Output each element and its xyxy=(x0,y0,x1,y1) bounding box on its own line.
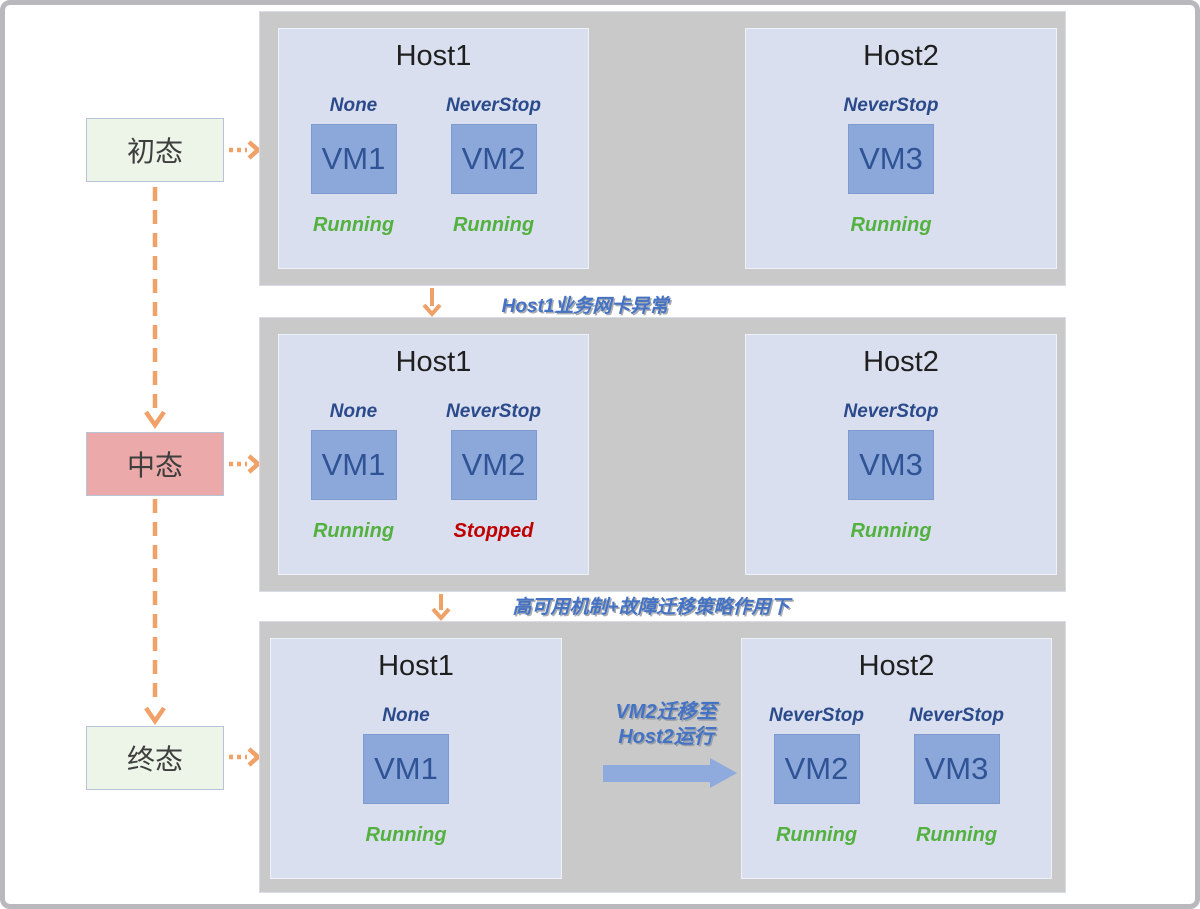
vm-name: VM2 xyxy=(461,447,526,482)
vm-name: VM2 xyxy=(461,141,526,176)
vm-column-vm2: NeverStop VM2 Running xyxy=(424,94,564,238)
vm-column-vm2: NeverStop VM2 Stopped xyxy=(424,400,564,544)
stage-panel-initial: Host1 None VM1 Running NeverStop VM2 Run… xyxy=(259,11,1066,286)
vm-box-vm2: VM2 xyxy=(773,734,860,804)
vm-policy-label: NeverStop xyxy=(843,95,939,116)
vm-name: VM1 xyxy=(321,447,386,482)
vm-row: NeverStop VM3 Running xyxy=(821,400,981,544)
arrowhead-right-icon xyxy=(247,747,262,767)
vm-column-vm2: NeverStop VM2 Running xyxy=(747,704,887,848)
vm-name: VM1 xyxy=(374,751,438,786)
vm-column-vm1: None VM1 Running xyxy=(336,704,476,848)
state-label-initial: 初态 xyxy=(126,136,183,167)
arrowhead-down-icon xyxy=(431,607,451,622)
vm-policy-label: NeverStop xyxy=(843,401,939,422)
arrowhead-right-icon xyxy=(247,140,262,160)
arrowhead-down-icon xyxy=(144,706,166,725)
vm-name: VM2 xyxy=(784,751,849,786)
vm-row: None VM1 Running xyxy=(336,704,496,848)
vm-name: VM1 xyxy=(321,141,386,176)
migration-arrow-head-icon xyxy=(710,758,737,788)
vm-policy-label: None xyxy=(382,705,430,726)
state-box-middle: 中态 xyxy=(86,432,224,496)
host1-box-stage1: Host1 None VM1 Running NeverStop VM2 Run… xyxy=(278,28,589,269)
vm-row: NeverStop VM3 Running xyxy=(821,94,981,238)
arrowhead-down-icon xyxy=(144,410,166,429)
host-title: Host2 xyxy=(858,650,935,682)
host-title: Host1 xyxy=(378,650,454,682)
vm-row: NeverStop VM2 Running NeverStop VM3 Runn… xyxy=(747,704,1047,848)
vm-status-label: Running xyxy=(775,824,858,846)
vm-column-vm3: NeverStop VM3 Running xyxy=(821,94,961,238)
host-title: Host1 xyxy=(395,40,472,72)
vm-row: None VM1 Running NeverStop VM2 Stopped xyxy=(284,400,584,544)
host-title: Host2 xyxy=(863,346,939,378)
host2-box-stage1: Host2 NeverStop VM3 Running xyxy=(745,28,1057,269)
host1-box-stage3: Host1 None VM1 Running xyxy=(270,638,562,879)
vm-column-vm1: None VM1 Running xyxy=(284,94,424,238)
vm-status-label: Running xyxy=(452,214,535,236)
vm-status-label: Running xyxy=(312,520,395,542)
host1-box-stage2: Host1 None VM1 Running NeverStop VM2 Sto… xyxy=(278,334,589,575)
vm-box-vm3: VM3 xyxy=(848,430,934,500)
migration-caption: VM2迁移至 Host2运行 xyxy=(615,700,716,750)
migration-arrow-body xyxy=(603,765,710,782)
vm-name: VM3 xyxy=(859,141,923,176)
vm-box-vm2: VM2 xyxy=(450,124,537,194)
arrowhead-down-icon xyxy=(422,303,442,318)
vm-column-vm3: NeverStop VM3 Running xyxy=(821,400,961,544)
vm-column-vm3: NeverStop VM3 Running xyxy=(887,704,1027,848)
vm-policy-label: NeverStop xyxy=(445,401,542,422)
state-box-initial: 初态 xyxy=(86,118,224,182)
host2-box-stage2: Host2 NeverStop VM3 Running xyxy=(745,334,1057,575)
transition-caption-2: 高可用机制+故障迁移策略作用下 xyxy=(512,597,790,618)
vm-status-label: Running xyxy=(850,520,932,542)
vm-box-vm3: VM3 xyxy=(913,734,1000,804)
state-box-final: 终态 xyxy=(86,726,224,790)
migration-caption-line1: VM2迁移至 xyxy=(615,701,717,723)
vm-policy-label: None xyxy=(329,95,378,116)
vm-column-vm1: None VM1 Running xyxy=(284,400,424,544)
state-label-final: 终态 xyxy=(126,744,183,775)
vm-status-label: Running xyxy=(850,214,932,236)
arrowhead-right-icon xyxy=(247,454,262,474)
transition-caption-1: Host1业务网卡异常 xyxy=(501,296,669,317)
vm-policy-label: NeverStop xyxy=(445,95,542,116)
vm-box-vm1: VM1 xyxy=(310,430,397,500)
vm-status-label: Running xyxy=(312,214,395,236)
stage-panel-final: Host1 None VM1 Running Host2 NeverStop V… xyxy=(259,621,1066,893)
vm-row: None VM1 Running NeverStop VM2 Running xyxy=(284,94,584,238)
vm-status-label: Running xyxy=(365,824,447,846)
migration-caption-line2: Host2运行 xyxy=(618,726,714,748)
vm-box-vm1: VM1 xyxy=(310,124,397,194)
vm-name: VM3 xyxy=(924,751,989,786)
vm-policy-label: None xyxy=(329,401,378,422)
state-label-middle: 中态 xyxy=(126,450,183,481)
vm-policy-label: NeverStop xyxy=(768,705,865,726)
stage-panel-middle: Host1 None VM1 Running NeverStop VM2 Sto… xyxy=(259,317,1066,592)
vm-box-vm1: VM1 xyxy=(363,734,449,804)
host-title: Host1 xyxy=(395,346,472,378)
vm-box-vm3: VM3 xyxy=(848,124,934,194)
vm-box-vm2: VM2 xyxy=(450,430,537,500)
vm-status-label: Stopped xyxy=(453,520,534,542)
vm-name: VM3 xyxy=(859,447,923,482)
host2-box-stage3: Host2 NeverStop VM2 Running NeverStop VM… xyxy=(741,638,1052,879)
vm-policy-label: NeverStop xyxy=(908,705,1005,726)
host-title: Host2 xyxy=(863,40,939,72)
vm-status-label: Running xyxy=(915,824,998,846)
